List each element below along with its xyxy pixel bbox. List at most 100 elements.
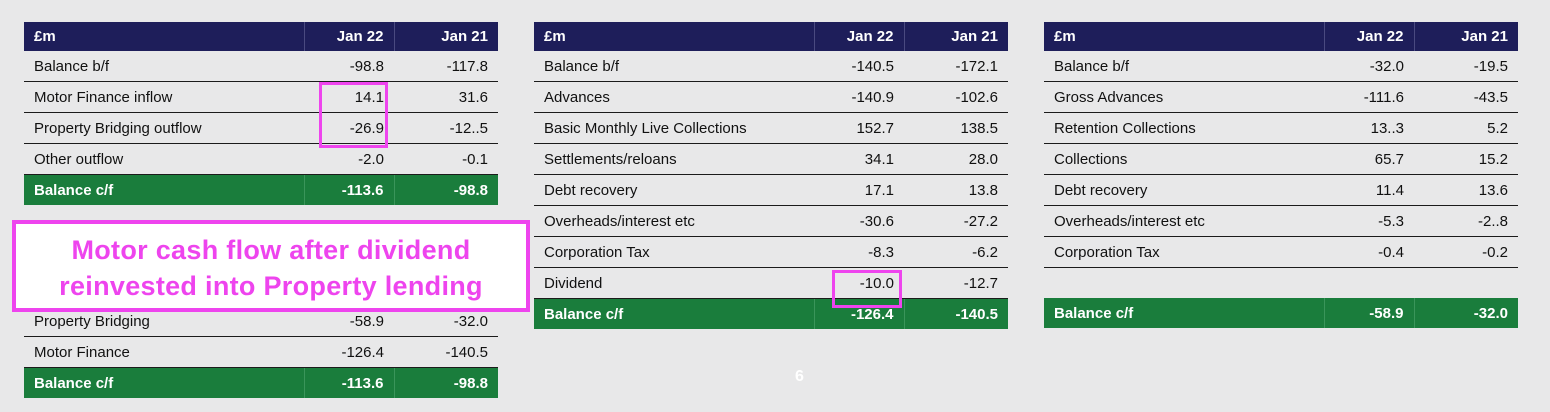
row-label: Dividend — [534, 267, 814, 299]
row-label: Retention Collections — [1044, 112, 1324, 144]
header-jan21: Jan 21 — [903, 22, 1008, 51]
total-label: Balance c/f — [1044, 298, 1324, 328]
row-label: Basic Monthly Live Collections — [534, 112, 814, 144]
table-row: Settlements/reloans 34.1 28.0 — [534, 143, 1008, 175]
table-row: Basic Monthly Live Collections 152.7 138… — [534, 112, 1008, 144]
table-row: Overheads/interest etc -30.6 -27.2 — [534, 205, 1008, 237]
row-jan22: -140.9 — [814, 81, 904, 113]
group-cash-flow-table: £m Jan 22 Jan 21 Balance b/f -98.8 -117.… — [24, 22, 498, 205]
table-row: Debt recovery 11.4 13.6 — [1044, 174, 1518, 206]
table-row: Motor Finance inflow 14.1 31.6 — [24, 81, 498, 113]
table-row: Balance b/f -140.5 -172.1 — [534, 51, 1008, 82]
row-label: Motor Finance — [24, 336, 304, 368]
row-label: Collections — [1044, 143, 1324, 175]
table-row: Corporation Tax -0.4 -0.2 — [1044, 236, 1518, 268]
total-jan21: -98.8 — [393, 367, 498, 398]
callout-line-2: reinvested into Property lending — [59, 271, 483, 301]
table-row: Balance b/f -32.0 -19.5 — [1044, 51, 1518, 82]
row-jan21: -43.5 — [1414, 81, 1518, 113]
row-jan22: -8.3 — [814, 236, 904, 268]
row-jan22: 11.4 — [1324, 174, 1414, 206]
row-jan22: -111.6 — [1324, 81, 1414, 113]
row-label: Advances — [534, 81, 814, 113]
table-row: Dividend -10.0 -12.7 — [534, 267, 1008, 299]
total-jan22: -126.4 — [813, 298, 904, 329]
motor-property-highlight-box — [319, 82, 388, 148]
total-jan21: -98.8 — [393, 174, 498, 205]
lending-summary-table: Property Bridging -58.9 -32.0 Motor Fina… — [24, 306, 498, 398]
row-jan22: -30.6 — [814, 205, 904, 237]
header-jan21: Jan 21 — [1413, 22, 1518, 51]
total-jan22: -58.9 — [1323, 298, 1414, 328]
table-row: Retention Collections 13..3 5.2 — [1044, 112, 1518, 144]
total-jan22: -113.6 — [303, 174, 394, 205]
row-jan22: 13..3 — [1324, 112, 1414, 144]
row-jan22: -140.5 — [814, 51, 904, 82]
row-jan21: -2..8 — [1414, 205, 1518, 237]
row-jan21: 15.2 — [1414, 143, 1518, 175]
row-jan22: -98.8 — [304, 51, 394, 82]
property-bridging-table: £m Jan 22 Jan 21 Balance b/f -32.0 -19.5… — [1044, 22, 1518, 328]
row-label: Motor Finance inflow — [24, 81, 304, 113]
header-label: £m — [534, 22, 814, 51]
row-jan21: -0.1 — [394, 143, 498, 175]
total-row: Balance c/f -113.6 -98.8 — [24, 174, 498, 205]
row-jan21: -12..5 — [394, 112, 498, 144]
table-row: Motor Finance -126.4 -140.5 — [24, 336, 498, 368]
row-jan22: 34.1 — [814, 143, 904, 175]
total-label: Balance c/f — [24, 174, 304, 205]
total-row: Balance c/f -58.9 -32.0 — [1044, 298, 1518, 328]
row-jan21: 5.2 — [1414, 112, 1518, 144]
total-jan21: -140.5 — [903, 298, 1008, 329]
header-label: £m — [24, 22, 304, 51]
callout-line-1: Motor cash flow after dividend — [71, 235, 471, 265]
motor-finance-table: £m Jan 22 Jan 21 Balance b/f -140.5 -172… — [534, 22, 1008, 329]
row-jan21: -12.7 — [904, 267, 1008, 299]
page-number: 6 — [795, 368, 804, 385]
row-jan22: -126.4 — [304, 336, 394, 368]
header-jan22: Jan 22 — [1323, 22, 1414, 51]
row-jan21: 138.5 — [904, 112, 1008, 144]
dividend-highlight-box — [832, 270, 902, 308]
row-label: Debt recovery — [534, 174, 814, 206]
total-jan22: -113.6 — [303, 367, 394, 398]
total-jan21: -32.0 — [1413, 298, 1518, 328]
blank-cell — [1414, 267, 1518, 298]
row-jan21: -27.2 — [904, 205, 1008, 237]
table-row: Collections 65.7 15.2 — [1044, 143, 1518, 175]
row-label: Balance b/f — [534, 51, 814, 82]
row-jan21: 13.8 — [904, 174, 1008, 206]
blank-row — [1044, 267, 1518, 298]
table-header: £m Jan 22 Jan 21 — [24, 22, 498, 51]
row-label: Balance b/f — [1044, 51, 1324, 82]
table-row: Overheads/interest etc -5.3 -2..8 — [1044, 205, 1518, 237]
table-row: Property Bridging outflow -26.9 -12..5 — [24, 112, 498, 144]
row-jan21: -19.5 — [1414, 51, 1518, 82]
table-row: Gross Advances -111.6 -43.5 — [1044, 81, 1518, 113]
table-row: Advances -140.9 -102.6 — [534, 81, 1008, 113]
row-jan21: -140.5 — [394, 336, 498, 368]
total-label: Balance c/f — [534, 298, 814, 329]
table-header: £m Jan 22 Jan 21 — [1044, 22, 1518, 51]
row-jan21: -0.2 — [1414, 236, 1518, 268]
table-row: Debt recovery 17.1 13.8 — [534, 174, 1008, 206]
row-label: Property Bridging outflow — [24, 112, 304, 144]
row-jan22: 65.7 — [1324, 143, 1414, 175]
row-label: Corporation Tax — [1044, 236, 1324, 268]
row-label: Overheads/interest etc — [1044, 205, 1324, 237]
row-label: Gross Advances — [1044, 81, 1324, 113]
row-jan22: -0.4 — [1324, 236, 1414, 268]
callout-box: Motor cash flow after dividend reinveste… — [12, 220, 530, 312]
blank-cell — [1324, 267, 1414, 298]
row-jan21: -172.1 — [904, 51, 1008, 82]
row-jan22: 17.1 — [814, 174, 904, 206]
row-label: Settlements/reloans — [534, 143, 814, 175]
row-jan21: -102.6 — [904, 81, 1008, 113]
blank-cell — [1044, 267, 1324, 298]
total-row: Balance c/f -113.6 -98.8 — [24, 367, 498, 398]
table-header: £m Jan 22 Jan 21 — [534, 22, 1008, 51]
total-row: Balance c/f -126.4 -140.5 — [534, 298, 1008, 329]
row-label: Other outflow — [24, 143, 304, 175]
table-row: Other outflow -2.0 -0.1 — [24, 143, 498, 175]
row-jan21: -6.2 — [904, 236, 1008, 268]
